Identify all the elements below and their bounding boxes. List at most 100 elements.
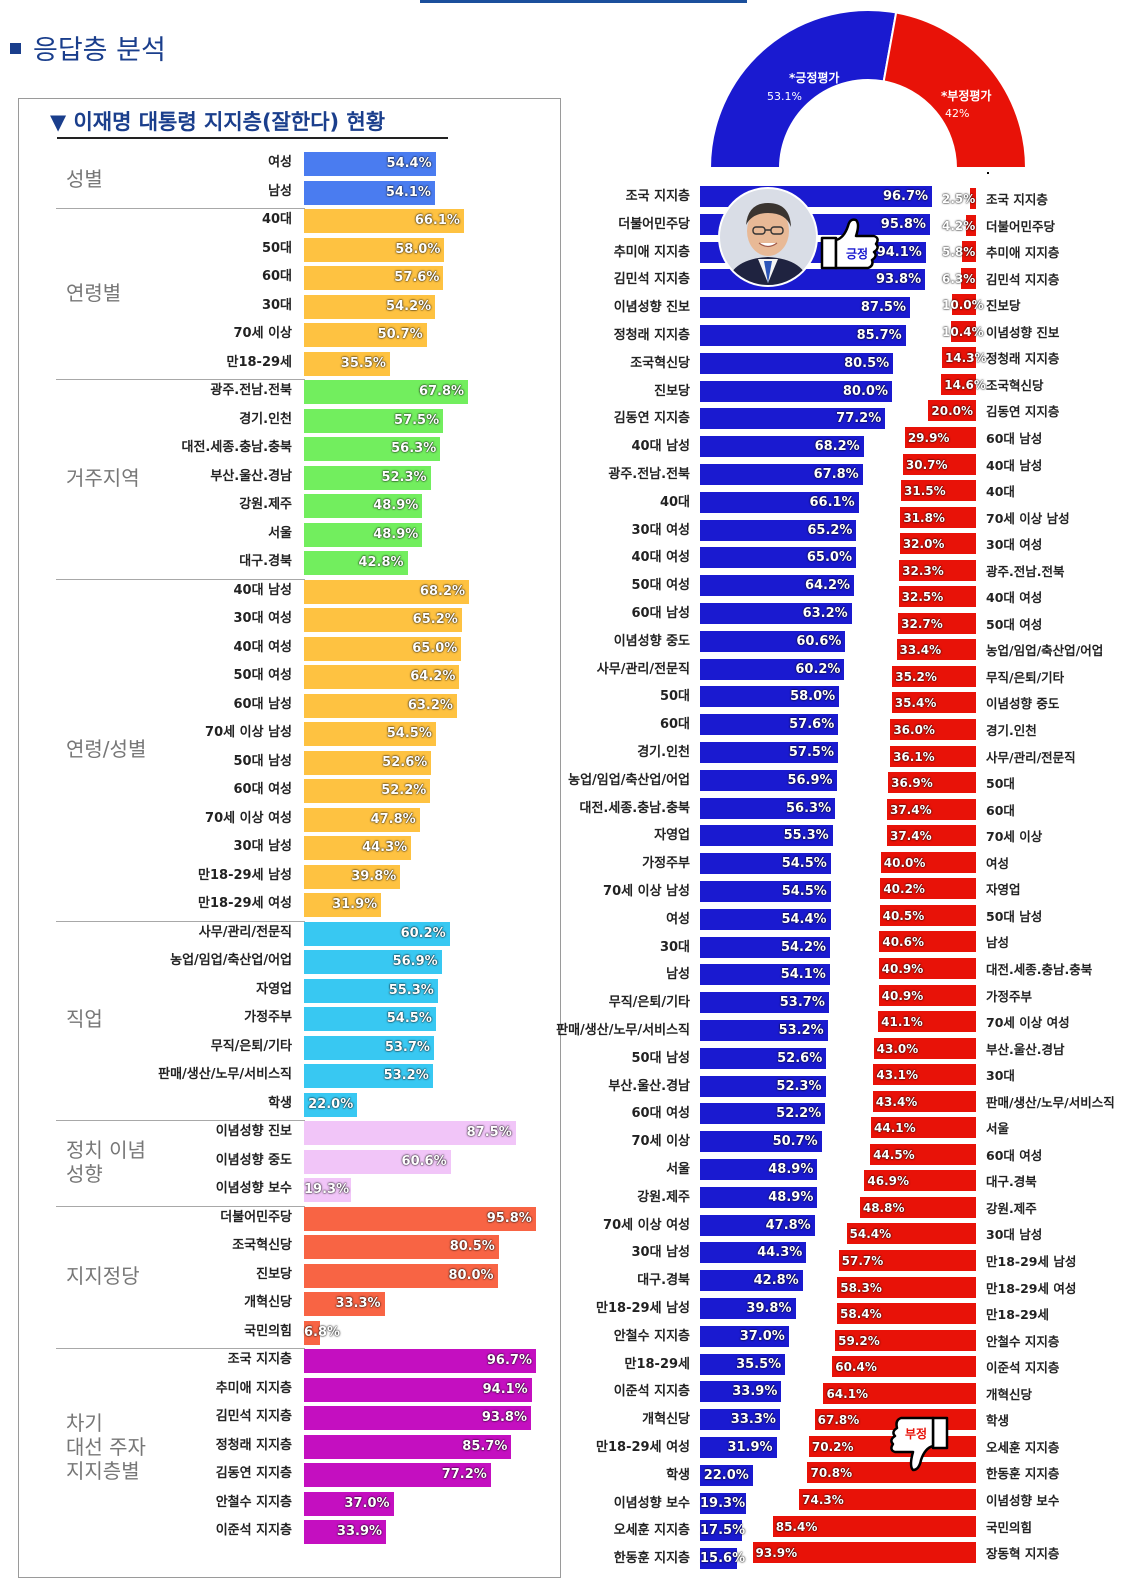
left-bar-value: 47.8% bbox=[370, 811, 416, 827]
left-row-label: 만18-29세 bbox=[226, 354, 293, 370]
pos-row-label: 이념성향 보수 bbox=[613, 1495, 690, 1511]
group-label-line: 직업 bbox=[66, 1007, 103, 1032]
pos-bar bbox=[700, 1159, 818, 1180]
pos-bar-value: 53.2% bbox=[778, 1023, 824, 1038]
left-bar bbox=[304, 380, 469, 404]
neg-row-label: 대구.경북 bbox=[986, 1174, 1037, 1190]
neg-bar-value: 14.6% bbox=[944, 377, 986, 392]
pos-row-label: 진보당 bbox=[654, 383, 690, 399]
pos-bar-value: 48.9% bbox=[768, 1189, 814, 1205]
neg-row-label: 40대 남성 bbox=[986, 457, 1043, 473]
pos-bar bbox=[700, 1270, 803, 1292]
neg-bar bbox=[890, 719, 976, 740]
neg-bar bbox=[870, 1143, 976, 1165]
left-bar bbox=[304, 608, 462, 632]
pos-bar bbox=[700, 1548, 738, 1570]
neg-bar-value: 20.0% bbox=[931, 404, 974, 419]
neg-bar bbox=[872, 1090, 976, 1112]
neg-bar bbox=[879, 904, 976, 926]
left-bar-value: 64.2% bbox=[410, 669, 456, 684]
left-row-label: 50대 여성 bbox=[233, 668, 293, 683]
left-row-label: 이념성향 보수 bbox=[215, 1181, 292, 1196]
pos-bar bbox=[700, 352, 894, 374]
pos-bar bbox=[700, 742, 838, 763]
neg-bar bbox=[900, 506, 976, 528]
left-bar-value: 65.2% bbox=[412, 612, 458, 627]
neg-bar bbox=[886, 825, 976, 847]
neg-bar-value: 58.4% bbox=[840, 1307, 882, 1322]
neg-row-label: 가정주부 bbox=[986, 988, 1033, 1004]
pos-row-label: 50대 bbox=[659, 689, 690, 705]
left-row-label: 안철수 지지층 bbox=[215, 1494, 292, 1510]
neg-row-label: 50대 남성 bbox=[986, 908, 1043, 924]
left-bar bbox=[304, 636, 462, 661]
neg-row-label: 정청래 지지층 bbox=[986, 351, 1060, 367]
left-row-label: 경기.인천 bbox=[239, 411, 292, 427]
pos-bar-value: 54.1% bbox=[780, 967, 826, 983]
pos-bar bbox=[700, 519, 857, 541]
pos-bar-value: 52.6% bbox=[777, 1050, 823, 1066]
neg-row-label: 여성 bbox=[986, 855, 1010, 871]
left-row-label: 진보당 bbox=[256, 1266, 292, 1282]
left-bar bbox=[304, 180, 435, 205]
neg-bar-value: 29.9% bbox=[907, 430, 950, 445]
left-row-label: 학생 bbox=[268, 1095, 292, 1111]
neg-bar-value: 85.4% bbox=[775, 1519, 818, 1534]
pos-row-label: 70세 이상 여성 bbox=[603, 1217, 690, 1233]
left-bar-value: 80.5% bbox=[449, 1239, 495, 1254]
group-label: 성별 bbox=[66, 167, 103, 191]
left-bar-value: 50.7% bbox=[377, 327, 423, 342]
pos-bar bbox=[700, 1298, 796, 1319]
pos-row-label: 이념성향 중도 bbox=[613, 633, 690, 649]
left-row-label: 40대 bbox=[261, 212, 292, 227]
neg-bar-value: 14.3% bbox=[944, 351, 987, 366]
pos-row-label: 70세 이상 bbox=[631, 1134, 691, 1150]
neg-row-label: 70세 이상 여성 bbox=[986, 1015, 1070, 1031]
neg-bar bbox=[878, 1011, 976, 1033]
left-row-label: 60대 bbox=[261, 269, 292, 284]
left-bar bbox=[304, 437, 441, 461]
left-bar-value: 60.6% bbox=[401, 1153, 447, 1169]
neg-row-label: 조국 지지층 bbox=[986, 192, 1048, 207]
neg-row-label: 조국혁신당 bbox=[986, 377, 1044, 393]
pos-row-label: 이념성향 진보 bbox=[613, 300, 690, 316]
pos-row-label: 무직/은퇴/기타 bbox=[608, 995, 690, 1011]
pos-row-label: 40대 bbox=[659, 494, 690, 510]
neg-bar bbox=[952, 294, 976, 316]
pos-bar-value: 52.3% bbox=[776, 1078, 822, 1094]
neg-row-label: 남성 bbox=[986, 935, 1010, 951]
left-bar bbox=[304, 1406, 531, 1430]
neg-row-label: 장동혁 지지층 bbox=[986, 1546, 1060, 1562]
pos-bar bbox=[700, 1214, 815, 1236]
neg-row-label: 추미애 지지층 bbox=[986, 245, 1060, 261]
left-bar-value: 57.5% bbox=[394, 412, 440, 428]
pos-bar bbox=[700, 325, 906, 346]
group-label: 거주지역 bbox=[66, 466, 140, 490]
neg-bar bbox=[899, 559, 976, 581]
left-row-label: 이념성향 중도 bbox=[215, 1152, 292, 1168]
neg-bar bbox=[902, 453, 976, 475]
neg-bar bbox=[891, 692, 976, 714]
neg-row-label: 안철수 지지층 bbox=[986, 1333, 1060, 1349]
top-divider-line bbox=[420, 0, 747, 3]
pos-row-label: 경기.인천 bbox=[637, 745, 690, 760]
gauge-negative-label: *부정평가 bbox=[941, 88, 991, 103]
pos-row-label: 광주.전남.전북 bbox=[608, 467, 690, 482]
pos-bar-value: 96.7% bbox=[882, 189, 929, 204]
neg-row-label: 40대 여성 bbox=[986, 590, 1043, 606]
pos-row-label: 판매/생산/노무/서비스직 bbox=[556, 1023, 690, 1038]
neg-bar-value: 70.2% bbox=[811, 1439, 854, 1454]
neg-row-label: 만18-29세 여성 bbox=[986, 1280, 1077, 1296]
pos-bar-value: 63.2% bbox=[802, 606, 848, 621]
neg-row-label: 만18-29세 남성 bbox=[986, 1254, 1077, 1269]
left-bar-value: 52.2% bbox=[381, 783, 427, 798]
neg-bar-value: 30.7% bbox=[905, 457, 948, 472]
left-bar-value: 52.6% bbox=[382, 754, 428, 770]
left-bar bbox=[304, 978, 438, 1003]
left-row-label: 조국 지지층 bbox=[227, 1352, 292, 1367]
neg-row-label: 개혁신당 bbox=[986, 1386, 1033, 1402]
neg-bar bbox=[835, 1329, 976, 1351]
neg-bar bbox=[880, 851, 976, 873]
left-bar-value: 56.9% bbox=[392, 954, 438, 969]
pos-row-label: 안철수 지지층 bbox=[613, 1328, 690, 1344]
